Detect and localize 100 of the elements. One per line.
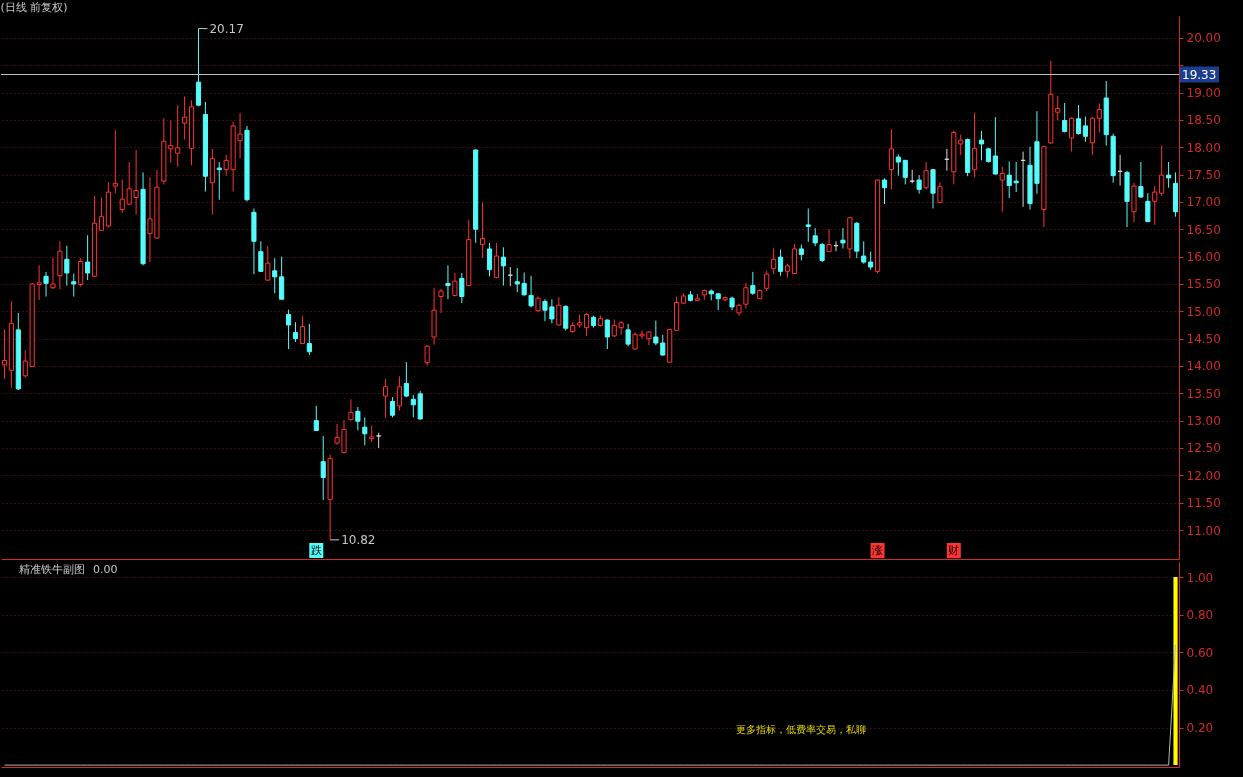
candlestick: [888, 128, 895, 190]
candlestick: [348, 398, 354, 422]
y-tick-label: 14.00: [1186, 359, 1221, 374]
candlestick: [881, 177, 888, 205]
candlestick: [306, 323, 312, 356]
candlestick: [604, 318, 610, 350]
candlestick: [279, 256, 285, 301]
candlestick: [389, 396, 396, 418]
candlestick: [50, 257, 56, 290]
text: 跌: [310, 544, 322, 557]
candlestick: [258, 240, 264, 273]
y-tick-label: 18.50: [1186, 113, 1221, 128]
y-tick-label: 0.40: [1186, 683, 1214, 698]
candlestick: [930, 168, 936, 209]
candlestick: [182, 95, 188, 141]
candlestick: [175, 104, 181, 168]
candlestick: [861, 240, 867, 265]
candlestick: [840, 227, 846, 249]
candlestick: [1069, 116, 1075, 153]
candlestick: [320, 435, 326, 501]
y-tick-label: 14.50: [1186, 332, 1221, 347]
y-tick-label: 1.00: [1186, 570, 1214, 585]
candlestick: [1166, 161, 1172, 189]
candlestick: [771, 247, 777, 275]
candlestick: [972, 112, 978, 178]
candlestick: [195, 28, 202, 107]
y-tick-label: 17.00: [1186, 195, 1221, 210]
candlestick: [923, 161, 929, 190]
y-tick-label: 15.50: [1186, 277, 1221, 292]
candlestick: [902, 159, 908, 185]
candlestick: [85, 234, 91, 281]
candlestick: [216, 161, 222, 201]
candlestick: [1152, 185, 1158, 226]
candlestick: [1145, 192, 1151, 223]
y-tick-label: 13.00: [1186, 414, 1221, 429]
candlestick: [805, 207, 811, 243]
candlestick: [78, 257, 84, 288]
y-tick-label: 16.00: [1186, 250, 1221, 265]
candlestick: [438, 288, 444, 314]
text: 财: [948, 544, 960, 557]
annotation: 20.17: [209, 21, 244, 36]
candlestick: [777, 249, 784, 277]
candlestick: [868, 251, 874, 271]
y-tick-label: 12.50: [1186, 441, 1221, 456]
candlestick: [486, 242, 493, 277]
y-tick-label: 16.50: [1186, 222, 1221, 237]
candlestick: [1082, 116, 1089, 143]
candlestick: [916, 174, 922, 195]
candlestick: [265, 245, 271, 282]
y-tick-label: 0.80: [1186, 608, 1214, 623]
candlestick: [383, 378, 389, 419]
candlestick: [299, 315, 306, 345]
candlestick: [362, 416, 368, 446]
y-tick-label: 12.00: [1186, 468, 1221, 483]
candlestick: [313, 405, 319, 432]
candlestick: [424, 344, 430, 366]
candlestick: [1138, 161, 1144, 199]
candlestick: [410, 394, 416, 418]
annotation: 更多指标，低费率交易，私聊: [736, 724, 866, 735]
chart-subtitle: 0.00: [93, 563, 118, 576]
candlestick: [750, 271, 756, 296]
candlestick: [978, 130, 985, 161]
candlestick: [812, 227, 818, 247]
candlestick: [1075, 104, 1082, 136]
candlestick: [452, 272, 458, 298]
candlestick: [764, 270, 770, 292]
y-tick-label: 19.00: [1186, 86, 1221, 101]
y-tick-label: 11.00: [1186, 523, 1221, 538]
candlestick: [1096, 102, 1102, 133]
candlestick: [1062, 102, 1068, 133]
y-tick-label: 0.60: [1186, 645, 1214, 660]
y-tick-label: 20.00: [1186, 31, 1221, 46]
candlestick: [403, 361, 409, 398]
y-tick-label: 17.50: [1186, 168, 1221, 183]
chart-title: (日线 前复权): [0, 1, 68, 14]
candlestick: [112, 129, 118, 194]
candlestick: [71, 273, 77, 298]
candlestick: [285, 309, 292, 350]
text: 涨: [872, 544, 884, 557]
candlestick: [480, 201, 486, 259]
candlestick: [999, 166, 1005, 213]
y-tick-label: 0.20: [1186, 721, 1214, 735]
chart-title: 精准铁牛副图: [19, 563, 85, 576]
candlestick: [625, 323, 631, 347]
candlestick: [583, 312, 590, 337]
ref-line-label: 19.33: [1182, 67, 1217, 82]
candlestick: [1159, 145, 1165, 197]
y-tick-label: 11.50: [1186, 496, 1221, 511]
candlestick: [895, 153, 901, 177]
candlestick: [743, 282, 749, 310]
candlestick: [493, 242, 500, 279]
candlestick: [43, 271, 49, 298]
candlestick: [563, 304, 569, 331]
candlestick: [500, 246, 506, 287]
y-tick-label: 18.00: [1186, 140, 1221, 155]
candlestick: [64, 245, 70, 287]
annotation: 10.82: [341, 532, 376, 547]
candlestick: [445, 264, 451, 300]
candlestick: [98, 197, 105, 232]
candlestick: [272, 257, 278, 294]
